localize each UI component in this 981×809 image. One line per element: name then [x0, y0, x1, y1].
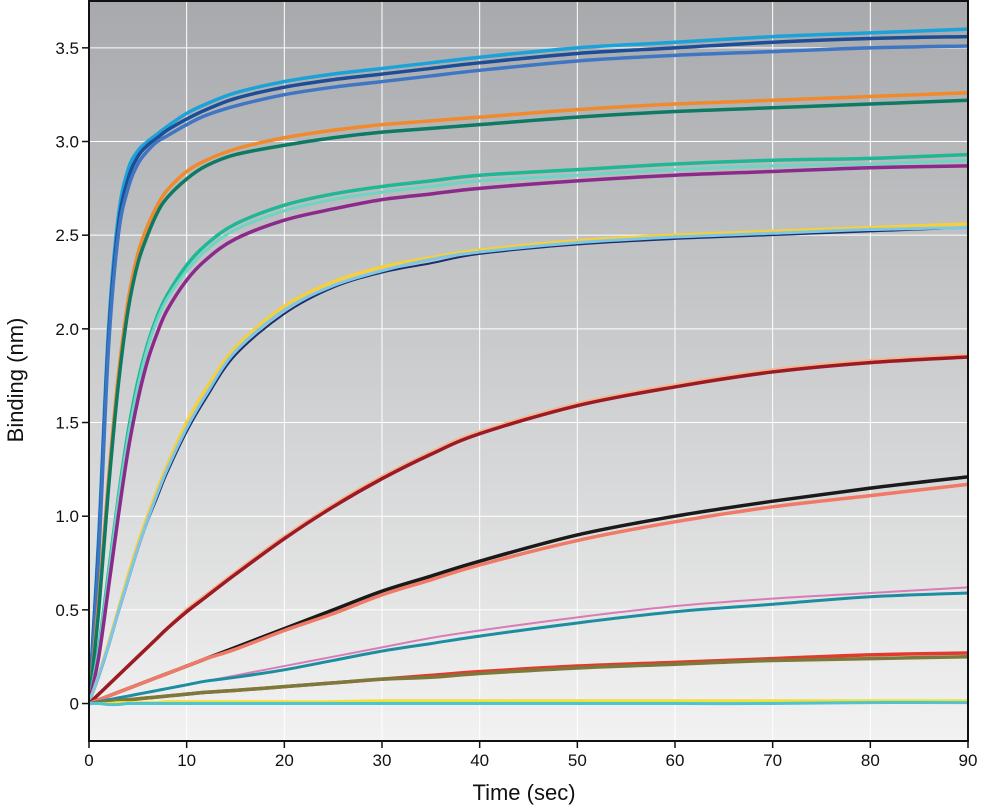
- x-tick-label: 40: [470, 751, 489, 770]
- y-tick-label: 0: [70, 695, 79, 714]
- x-tick-label: 20: [275, 751, 294, 770]
- series-line-17: [89, 591, 968, 706]
- axis-ticks: 0 10 20 30 40 50 60 70 80 90 0 0.5 1.0 1.5 2.0 2.5 3.0 3.…: [55, 39, 977, 770]
- plot-frame: [88, 0, 969, 742]
- y-tick-label: 3.0: [55, 133, 79, 152]
- x-axis-title: Time (sec): [472, 780, 575, 805]
- series-line-5: [89, 98, 968, 706]
- x-tick-label: 50: [568, 751, 587, 770]
- y-tick-label: 2.0: [55, 320, 79, 339]
- y-tick-label: 2.5: [55, 226, 79, 245]
- x-tick-label: 70: [763, 751, 782, 770]
- series-line-3: [89, 44, 968, 706]
- series-line-21: [89, 701, 968, 707]
- series-line-19: [89, 654, 968, 706]
- x-tick-label: 10: [177, 751, 196, 770]
- series-line-7: [89, 158, 968, 706]
- x-tick-label: 30: [373, 751, 392, 770]
- y-tick-label: 1.5: [55, 414, 79, 433]
- y-tick-label: 0.5: [55, 601, 79, 620]
- y-tick-label: 1.0: [55, 507, 79, 526]
- x-tick-label: 90: [959, 751, 978, 770]
- x-tick-label: 0: [84, 751, 93, 770]
- series-line-15: [89, 482, 968, 706]
- y-tick-label: 3.5: [55, 39, 79, 58]
- series-line-13: [89, 355, 968, 706]
- x-tick-label: 60: [666, 751, 685, 770]
- y-axis-title: Binding (nm): [3, 318, 28, 443]
- series-group: [89, 27, 968, 707]
- series-line-11: [89, 226, 968, 706]
- plot-background: [89, 1, 968, 741]
- series-line-8: [89, 164, 968, 706]
- x-tick-label: 80: [861, 751, 880, 770]
